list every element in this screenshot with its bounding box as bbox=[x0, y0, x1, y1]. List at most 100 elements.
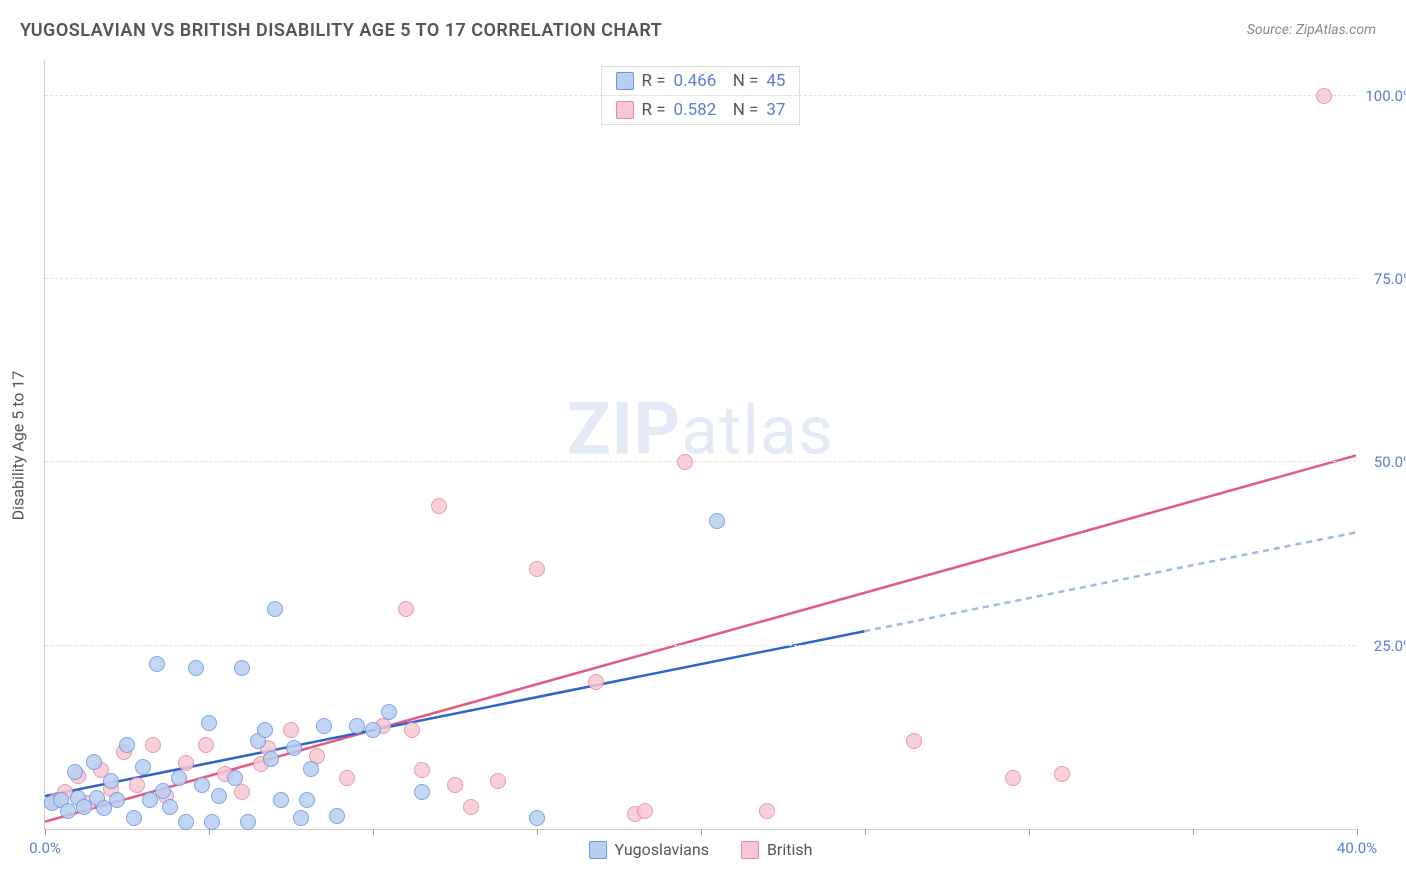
gridline-h bbox=[45, 95, 1356, 96]
data-point-british bbox=[198, 737, 214, 753]
data-point-yugoslavians bbox=[155, 783, 171, 799]
n-label: N = bbox=[724, 100, 758, 120]
n-value-british: 37 bbox=[766, 100, 785, 120]
watermark-rest: atlas bbox=[681, 391, 834, 471]
data-point-yugoslavians bbox=[293, 810, 309, 826]
y-tick-label: 100.0% bbox=[1365, 87, 1406, 105]
data-point-british bbox=[1054, 766, 1070, 782]
data-point-british bbox=[677, 454, 693, 470]
x-tick bbox=[45, 829, 46, 835]
data-point-yugoslavians bbox=[381, 704, 397, 720]
bottom-legend: Yugoslavians British bbox=[589, 840, 813, 859]
stats-row-british: R = 0.582 N = 37 bbox=[602, 96, 800, 124]
x-tick-label: 0.0% bbox=[29, 839, 61, 857]
y-axis-label-text: Disability Age 5 to 17 bbox=[9, 370, 28, 520]
source-attribution: Source: ZipAtlas.com bbox=[1247, 22, 1376, 38]
y-tick-label: 75.0% bbox=[1374, 270, 1406, 288]
x-tick bbox=[1357, 829, 1358, 835]
data-point-british bbox=[431, 498, 447, 514]
swatch-yugoslavians bbox=[589, 841, 607, 859]
data-point-yugoslavians bbox=[109, 792, 125, 808]
trend-lines bbox=[45, 60, 1356, 829]
legend-label-yugoslavians: Yugoslavians bbox=[615, 840, 709, 859]
data-point-yugoslavians bbox=[267, 601, 283, 617]
data-point-yugoslavians bbox=[414, 784, 430, 800]
data-point-british bbox=[588, 674, 604, 690]
x-tick bbox=[373, 829, 374, 835]
data-point-yugoslavians bbox=[316, 718, 332, 734]
y-tick-label: 25.0% bbox=[1374, 637, 1406, 655]
data-point-british bbox=[339, 770, 355, 786]
data-point-british bbox=[414, 762, 430, 778]
data-point-yugoslavians bbox=[529, 810, 545, 826]
data-point-yugoslavians bbox=[149, 656, 165, 672]
data-point-yugoslavians bbox=[349, 718, 365, 734]
data-point-yugoslavians bbox=[227, 770, 243, 786]
swatch-british bbox=[616, 101, 634, 119]
data-point-british bbox=[129, 777, 145, 793]
data-point-british bbox=[145, 737, 161, 753]
watermark-bold: ZIP bbox=[567, 387, 681, 472]
swatch-yugoslavians bbox=[616, 72, 634, 90]
x-tick bbox=[209, 829, 210, 835]
data-point-yugoslavians bbox=[201, 715, 217, 731]
y-tick-label: 50.0% bbox=[1374, 453, 1406, 471]
data-point-yugoslavians bbox=[234, 660, 250, 676]
data-point-yugoslavians bbox=[162, 799, 178, 815]
x-tick bbox=[701, 829, 702, 835]
watermark: ZIPatlas bbox=[567, 387, 834, 472]
data-point-yugoslavians bbox=[126, 810, 142, 826]
r-value-yugoslavians: 0.466 bbox=[674, 71, 717, 91]
legend-label-british: British bbox=[767, 840, 812, 859]
data-point-yugoslavians bbox=[329, 808, 345, 824]
data-point-yugoslavians bbox=[67, 764, 83, 780]
data-point-british bbox=[490, 773, 506, 789]
n-value-yugoslavians: 45 bbox=[766, 71, 785, 91]
data-point-yugoslavians bbox=[709, 513, 725, 529]
data-point-british bbox=[759, 803, 775, 819]
data-point-british bbox=[906, 733, 922, 749]
x-tick bbox=[1029, 829, 1030, 835]
data-point-yugoslavians bbox=[299, 792, 315, 808]
data-point-yugoslavians bbox=[257, 722, 273, 738]
x-tick bbox=[537, 829, 538, 835]
legend-item-yugoslavians: Yugoslavians bbox=[589, 840, 709, 859]
data-point-yugoslavians bbox=[303, 761, 319, 777]
r-label: R = bbox=[642, 100, 666, 120]
x-tick-label: 40.0% bbox=[1337, 839, 1377, 857]
data-point-british bbox=[283, 722, 299, 738]
gridline-h bbox=[45, 461, 1356, 462]
legend-item-british: British bbox=[741, 840, 812, 859]
stats-row-yugoslavians: R = 0.466 N = 45 bbox=[602, 67, 800, 96]
chart-title: YUGOSLAVIAN VS BRITISH DISABILITY AGE 5 … bbox=[20, 20, 662, 41]
gridline-h bbox=[45, 645, 1356, 646]
data-point-british bbox=[1005, 770, 1021, 786]
data-point-yugoslavians bbox=[240, 814, 256, 830]
data-point-yugoslavians bbox=[273, 792, 289, 808]
data-point-yugoslavians bbox=[135, 759, 151, 775]
r-label: R = bbox=[642, 71, 666, 91]
data-point-yugoslavians bbox=[204, 814, 220, 830]
scatter-chart: ZIPatlas R = 0.466 N = 45 R = 0.582 N = … bbox=[44, 60, 1356, 830]
data-point-british bbox=[1316, 88, 1332, 104]
data-point-british bbox=[234, 784, 250, 800]
data-point-british bbox=[529, 561, 545, 577]
data-point-yugoslavians bbox=[119, 737, 135, 753]
r-value-british: 0.582 bbox=[674, 100, 717, 120]
data-point-british bbox=[398, 601, 414, 617]
data-point-yugoslavians bbox=[211, 788, 227, 804]
gridline-h bbox=[45, 278, 1356, 279]
data-point-yugoslavians bbox=[194, 777, 210, 793]
data-point-british bbox=[463, 799, 479, 815]
data-point-yugoslavians bbox=[365, 722, 381, 738]
y-axis-label: Disability Age 5 to 17 bbox=[8, 60, 28, 830]
x-tick bbox=[1193, 829, 1194, 835]
data-point-yugoslavians bbox=[286, 740, 302, 756]
data-point-british bbox=[637, 803, 653, 819]
data-point-yugoslavians bbox=[263, 751, 279, 767]
data-point-yugoslavians bbox=[171, 770, 187, 786]
swatch-british bbox=[741, 841, 759, 859]
data-point-british bbox=[404, 722, 420, 738]
data-point-yugoslavians bbox=[178, 814, 194, 830]
data-point-yugoslavians bbox=[103, 773, 119, 789]
